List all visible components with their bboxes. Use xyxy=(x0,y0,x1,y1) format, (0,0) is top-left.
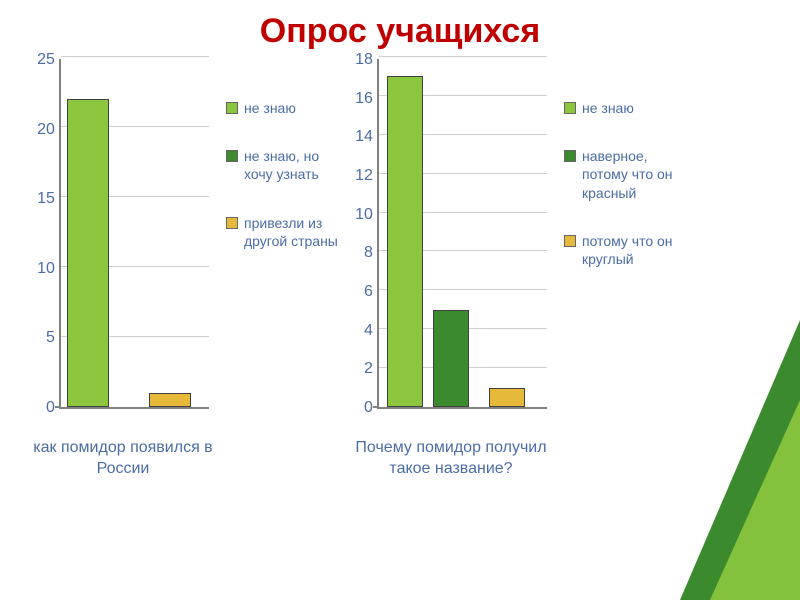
legend-item: не знаю xyxy=(564,99,676,117)
y-tick: 18 xyxy=(355,52,373,68)
chart-1: 2520151050 как помидор появился в России… xyxy=(28,59,338,480)
chart-1-x-label: как помидор появился в России xyxy=(28,438,218,480)
legend-label: не знаю xyxy=(582,99,634,117)
chart-2-x-label: Почему помидор получил такое название? xyxy=(346,438,556,480)
y-tick: 0 xyxy=(364,400,373,416)
decor-triangle-light xyxy=(710,400,800,600)
legend-swatch xyxy=(226,217,238,229)
chart-2-y-axis: 18 16 14 12 10 8 6 4 2 0 xyxy=(355,52,377,416)
legend-swatch xyxy=(226,150,238,162)
y-tick: 4 xyxy=(364,323,373,339)
legend-item: привезли из другой страны xyxy=(226,214,338,250)
legend-swatch xyxy=(226,102,238,114)
y-tick: 2 xyxy=(364,361,373,377)
chart-2: 181614121086420 Почему помидор получил т… xyxy=(346,59,676,480)
legend-label: наверное, потому что он красный xyxy=(582,147,676,202)
y-tick: 10 xyxy=(355,207,373,223)
bar xyxy=(489,388,525,407)
chart-2-area: 181614121086420 Почему помидор получил т… xyxy=(346,59,556,480)
y-tick: 12 xyxy=(355,168,373,184)
bar xyxy=(387,76,423,407)
legend-item: наверное, потому что он красный xyxy=(564,147,676,202)
y-tick: 16 xyxy=(355,91,373,107)
chart-1-legend: не знаю не знаю, но хочу узнать привезли и… xyxy=(218,59,338,250)
legend-label: не знаю xyxy=(244,99,296,117)
bar xyxy=(433,310,469,407)
bar xyxy=(149,393,191,407)
gridline xyxy=(379,56,547,57)
chart-1-area: 2520151050 как помидор появился в России xyxy=(28,59,218,480)
legend-item: не знаю, но хочу узнать xyxy=(226,147,338,183)
gridline xyxy=(61,56,209,57)
y-tick: 10 xyxy=(37,261,55,277)
page-title: Опрос учащихся xyxy=(0,0,800,59)
y-tick: 5 xyxy=(46,330,55,346)
y-tick: 25 xyxy=(37,52,55,68)
y-tick: 8 xyxy=(364,245,373,261)
chart-1-plot xyxy=(59,59,209,409)
y-tick: 14 xyxy=(355,129,373,145)
legend-item: потому что он круглый xyxy=(564,232,676,268)
chart-2-legend: не знаю наверное, потому что он красный по… xyxy=(556,59,676,268)
bar xyxy=(67,99,109,407)
legend-label: привезли из другой страны xyxy=(244,214,338,250)
y-tick: 0 xyxy=(46,400,55,416)
y-tick: 15 xyxy=(37,191,55,207)
chart-1-y-axis: 25 20 15 10 5 0 xyxy=(37,52,59,416)
legend-label: потому что он круглый xyxy=(582,232,676,268)
y-tick: 20 xyxy=(37,122,55,138)
legend-item: не знаю xyxy=(226,99,338,117)
legend-swatch xyxy=(564,102,576,114)
chart-2-plot xyxy=(377,59,547,409)
y-tick: 6 xyxy=(364,284,373,300)
legend-swatch xyxy=(564,150,576,162)
legend-swatch xyxy=(564,235,576,247)
legend-label: не знаю, но хочу узнать xyxy=(244,147,338,183)
